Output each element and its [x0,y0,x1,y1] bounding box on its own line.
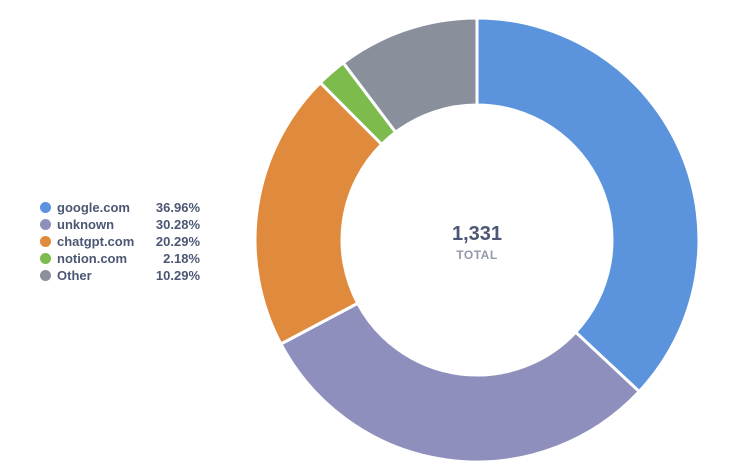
legend-item-other[interactable]: Other 10.29% [40,267,200,284]
donut-slice-google-com[interactable] [475,16,701,394]
donut-slice-unknown[interactable] [278,301,642,464]
legend-dot-icon [40,202,51,213]
legend-dot-icon [40,253,51,264]
legend-percent: 2.18% [163,251,200,266]
legend-dot-icon [40,236,51,247]
legend-item-notion[interactable]: notion.com 2.18% [40,250,200,267]
legend-percent: 36.96% [155,200,200,215]
legend-dot-icon [40,219,51,230]
donut-slices [253,16,701,464]
donut-slice-other[interactable] [341,16,479,135]
legend-label: notion.com [57,251,128,266]
legend-percent: 10.29% [155,268,200,283]
donut-slice-chatgpt-com[interactable] [253,80,384,347]
legend-percent: 30.28% [155,217,200,232]
legend-label: google.com [57,200,130,215]
legend-item-chatgpt[interactable]: chatgpt.com 20.29% [40,233,200,250]
legend-dot-icon [40,270,51,281]
legend-label: unknown [57,217,115,232]
legend-label: Other [57,268,92,283]
legend-label: chatgpt.com [57,234,135,249]
total-label: TOTAL [456,248,497,262]
chart-legend: google.com 36.96% unknown 30.28% chatgpt… [40,199,200,284]
total-value: 1,331 [452,223,502,245]
legend-percent: 20.29% [155,234,200,249]
legend-item-google[interactable]: google.com 36.96% [40,199,200,216]
legend-item-unknown[interactable]: unknown 30.28% [40,216,200,233]
